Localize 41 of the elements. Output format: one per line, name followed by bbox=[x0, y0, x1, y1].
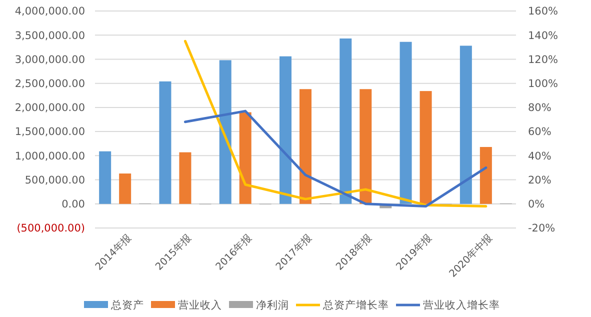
bar bbox=[480, 146, 492, 204]
y-tick-label: (500,000.00) bbox=[16, 222, 85, 235]
legend-label: 营业收入增长率 bbox=[423, 298, 500, 312]
y2-tick-label: 0% bbox=[528, 198, 545, 211]
y2-tick-label: 160% bbox=[528, 6, 558, 18]
legend-label: 总资产增长率 bbox=[322, 298, 389, 312]
bar bbox=[300, 89, 312, 204]
bar bbox=[460, 46, 472, 204]
bar bbox=[239, 112, 252, 204]
y-tick-label: 3,500,000.00 bbox=[14, 30, 85, 42]
bar bbox=[159, 81, 172, 204]
bar bbox=[219, 60, 232, 204]
y2-tick-label: 80% bbox=[528, 102, 552, 114]
bar bbox=[119, 174, 132, 204]
legend-label: 净利润 bbox=[256, 298, 289, 312]
y2-tick-label: 60% bbox=[528, 126, 552, 138]
y2-tick-label: 100% bbox=[528, 78, 558, 90]
bar bbox=[360, 89, 372, 204]
y-tick-label: 1,500,000.00 bbox=[14, 126, 85, 138]
y-tick-label: 2,000,000.00 bbox=[14, 102, 85, 114]
line-series bbox=[184, 110, 488, 208]
bar bbox=[400, 42, 412, 204]
y-tick-label: 0.00 bbox=[62, 198, 85, 211]
y2-tick-label: 120% bbox=[528, 54, 558, 66]
y-tick-label: 2,500,000.00 bbox=[14, 78, 85, 90]
y-tick-label: 500,000.00 bbox=[24, 174, 85, 186]
bar bbox=[99, 151, 112, 204]
bar bbox=[340, 38, 352, 204]
y-tick-label: 1,000,000.00 bbox=[14, 150, 85, 162]
line-series bbox=[184, 40, 488, 208]
bar bbox=[179, 152, 192, 204]
y-tick-label: 4,000,000.00 bbox=[14, 6, 85, 18]
y2-tick-label: 40% bbox=[528, 150, 552, 162]
legend-label: 总资产 bbox=[110, 298, 144, 312]
bar bbox=[420, 91, 432, 204]
y2-tick-label: 140% bbox=[528, 30, 558, 42]
y2-tick-label: -20% bbox=[528, 222, 556, 235]
y-tick-label: 3,000,000.00 bbox=[14, 54, 85, 66]
bar bbox=[280, 56, 292, 204]
y2-tick-label: 20% bbox=[528, 174, 552, 186]
legend-label: 营业收入 bbox=[178, 298, 222, 312]
